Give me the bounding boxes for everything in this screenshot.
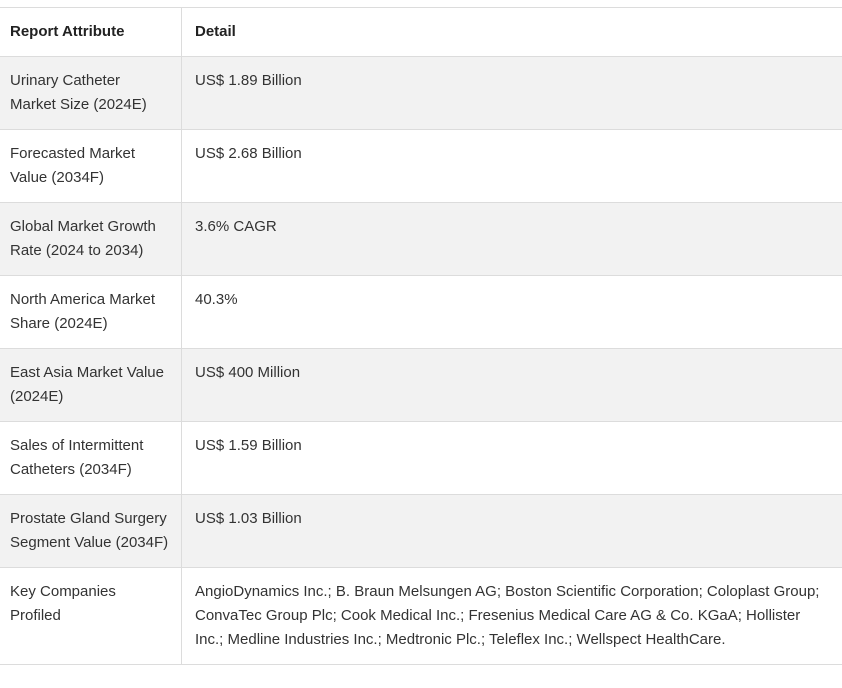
detail-cell: US$ 1.89 Billion bbox=[181, 56, 842, 130]
header-cell: Report Attribute bbox=[0, 7, 182, 57]
detail-cell: US$ 1.59 Billion bbox=[181, 421, 842, 495]
attribute-cell: Key Companies Profiled bbox=[0, 567, 182, 665]
table-header: Report Attribute Detail bbox=[0, 7, 842, 57]
table-row: Forecasted Market Value (2034F) US$ 2.68 … bbox=[0, 129, 842, 203]
table-row: Global Market Growth Rate (2024 to 2034)… bbox=[0, 202, 842, 276]
attribute-cell: Sales of Intermittent Catheters (2034F) bbox=[0, 421, 182, 495]
detail-cell: US$ 2.68 Billion bbox=[181, 129, 842, 203]
report-table: Report Attribute Detail Urinary Catheter… bbox=[0, 7, 842, 665]
attribute-cell: East Asia Market Value (2024E) bbox=[0, 348, 182, 422]
detail-cell: AngioDynamics Inc.; B. Braun Melsungen A… bbox=[181, 567, 842, 665]
attribute-cell: North America Market Share (2024E) bbox=[0, 275, 182, 349]
attribute-cell: Urinary Catheter Market Size (2024E) bbox=[0, 56, 182, 130]
header-row: Report Attribute Detail bbox=[0, 7, 842, 57]
attribute-cell: Global Market Growth Rate (2024 to 2034) bbox=[0, 202, 182, 276]
table-row: Sales of Intermittent Catheters (2034F) U… bbox=[0, 421, 842, 495]
attribute-cell: Prostate Gland Surgery Segment Value (20… bbox=[0, 494, 182, 568]
detail-cell: US$ 1.03 Billion bbox=[181, 494, 842, 568]
table-row: North America Market Share (2024E) 40.3% bbox=[0, 275, 842, 349]
table-row: Prostate Gland Surgery Segment Value (20… bbox=[0, 494, 842, 568]
detail-cell: 3.6% CAGR bbox=[181, 202, 842, 276]
attribute-cell: Forecasted Market Value (2034F) bbox=[0, 129, 182, 203]
table-body: Urinary Catheter Market Size (2024E) US$ … bbox=[0, 56, 842, 665]
detail-cell: US$ 400 Million bbox=[181, 348, 842, 422]
table-row: Key Companies Profiled AngioDynamics Inc.… bbox=[0, 567, 842, 665]
table-row: East Asia Market Value (2024E) US$ 400 Mi… bbox=[0, 348, 842, 422]
table-row: Urinary Catheter Market Size (2024E) US$ … bbox=[0, 56, 842, 130]
header-cell: Detail bbox=[181, 7, 842, 57]
detail-cell: 40.3% bbox=[181, 275, 842, 349]
